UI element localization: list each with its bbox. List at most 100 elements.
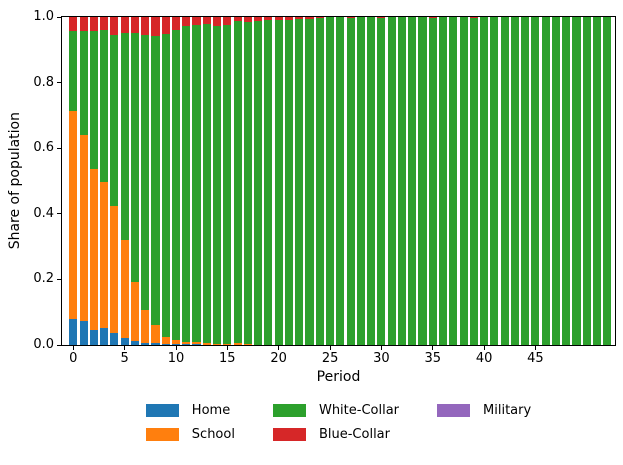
legend-swatch-icon	[145, 428, 179, 441]
bar-segment-blue-collar	[264, 17, 273, 21]
x-tick-mark	[226, 346, 228, 350]
bar-segment-blue-collar	[233, 17, 242, 22]
bar-segment-white-collar	[551, 17, 561, 345]
bar-segment-white-collar	[521, 17, 530, 345]
x-tick-mark	[380, 346, 382, 350]
y-tick-mark	[57, 344, 61, 346]
bar-segment-blue-collar	[192, 17, 201, 26]
y-tick-label: 0.6	[33, 140, 54, 156]
y-tick-label: 0.4	[33, 205, 54, 221]
bar-segment-blue-collar	[69, 17, 78, 32]
bar-segment-white-collar	[233, 21, 242, 344]
legend-swatch-icon	[272, 428, 306, 441]
bar-segment-white-collar	[182, 25, 191, 342]
bar-segment-home	[141, 342, 150, 345]
bar-segment-white-collar	[428, 18, 437, 345]
legend-label: Blue-Collar	[318, 427, 390, 442]
bar-segment-white-collar	[459, 17, 468, 345]
bar-segment-white-collar	[325, 17, 335, 345]
bar-segment-school	[79, 135, 88, 322]
bar-segment-blue-collar	[346, 17, 355, 19]
legend-swatch-icon	[145, 404, 179, 417]
y-axis-label-text: Share of population	[7, 112, 23, 250]
bar-segment-white-collar	[397, 17, 406, 345]
y-tick-mark	[57, 213, 61, 215]
bar-segment-white-collar	[408, 17, 417, 345]
bar-segment-blue-collar	[151, 17, 160, 36]
bar-segment-white-collar	[305, 18, 314, 345]
x-tick-mark	[124, 346, 126, 350]
bar-segment-school	[223, 343, 232, 345]
bar-segment-home	[192, 344, 201, 345]
bar-segment-blue-collar	[295, 17, 304, 20]
legend: Home School White-Collar Blue-Collar Militar…	[62, 403, 615, 442]
bar-segment-blue-collar	[110, 17, 119, 35]
bar-segment-blue-collar	[274, 17, 283, 20]
y-tick-mark	[57, 147, 61, 149]
x-tick-label: 40	[475, 351, 493, 366]
legend-column: Home School	[145, 403, 235, 442]
y-tick-label: 1.0	[33, 9, 54, 24]
x-tick-label: 45	[527, 351, 544, 366]
bar-segment-white-collar	[243, 21, 252, 344]
bar-segment-blue-collar	[469, 17, 478, 19]
legend-column: Military	[437, 403, 531, 442]
bar-segment-white-collar	[603, 17, 612, 345]
bar-segment-white-collar	[418, 17, 427, 345]
bar-segment-school	[182, 341, 191, 345]
bar-segment-home	[151, 342, 160, 345]
bar-segment-home	[69, 318, 78, 345]
bar-segment-blue-collar	[100, 17, 109, 30]
bar-segment-white-collar	[346, 18, 355, 345]
bar-segment-school	[202, 343, 211, 345]
bar-segment-school	[100, 182, 109, 328]
bar-segment-school	[110, 205, 119, 333]
bar-segment-white-collar	[213, 25, 222, 344]
x-tick-label: 20	[270, 351, 287, 366]
bar-segment-school	[243, 344, 252, 345]
bar-segment-white-collar	[438, 17, 448, 345]
x-tick-label: 0	[69, 351, 78, 366]
bar-segment-white-collar	[171, 29, 181, 340]
legend-label: Military	[483, 403, 532, 418]
bar-segment-home	[161, 343, 170, 345]
bar-segment-home	[100, 327, 109, 345]
bar-segment-school	[130, 281, 139, 342]
x-tick-mark	[278, 346, 280, 350]
bar-segment-white-collar	[110, 35, 119, 206]
y-tick-label: 0.8	[33, 74, 54, 90]
bar-segment-home	[89, 329, 98, 345]
bar-segment-white-collar	[367, 17, 376, 345]
x-tick-mark	[175, 346, 177, 350]
bar-segment-white-collar	[387, 17, 396, 345]
bar-segment-white-collar	[161, 33, 170, 337]
bar-segment-white-collar	[469, 18, 478, 345]
x-tick-label: 35	[424, 351, 442, 366]
bar-segment-white-collar	[593, 17, 602, 345]
bar-segment-white-collar	[79, 30, 88, 136]
bar-segment-white-collar	[69, 31, 78, 112]
bar-segment-blue-collar	[428, 17, 437, 19]
bar-segment-blue-collar	[171, 17, 181, 30]
bar-segment-school	[141, 309, 150, 343]
bar-segment-blue-collar	[254, 17, 263, 21]
y-tick-mark	[57, 82, 61, 84]
bar-segment-blue-collar	[182, 17, 191, 26]
bar-segment-home	[182, 344, 191, 345]
bar-segment-home	[79, 321, 88, 345]
bar-segment-white-collar	[223, 24, 232, 344]
bar-segment-white-collar	[264, 20, 273, 345]
bar-segment-school	[233, 343, 242, 345]
bar-segment-blue-collar	[161, 17, 170, 34]
bar-segment-white-collar	[100, 29, 109, 183]
bar-segment-white-collar	[89, 30, 98, 169]
bar-segment-white-collar	[254, 21, 263, 345]
bar-segment-school	[213, 343, 222, 345]
legend-swatch-icon	[437, 404, 471, 417]
bar-segment-school	[120, 240, 129, 338]
x-tick-mark	[72, 346, 74, 350]
bar-segment-school	[161, 336, 170, 344]
bar-segment-blue-collar	[141, 17, 150, 35]
bar-segment-blue-collar	[243, 17, 252, 22]
